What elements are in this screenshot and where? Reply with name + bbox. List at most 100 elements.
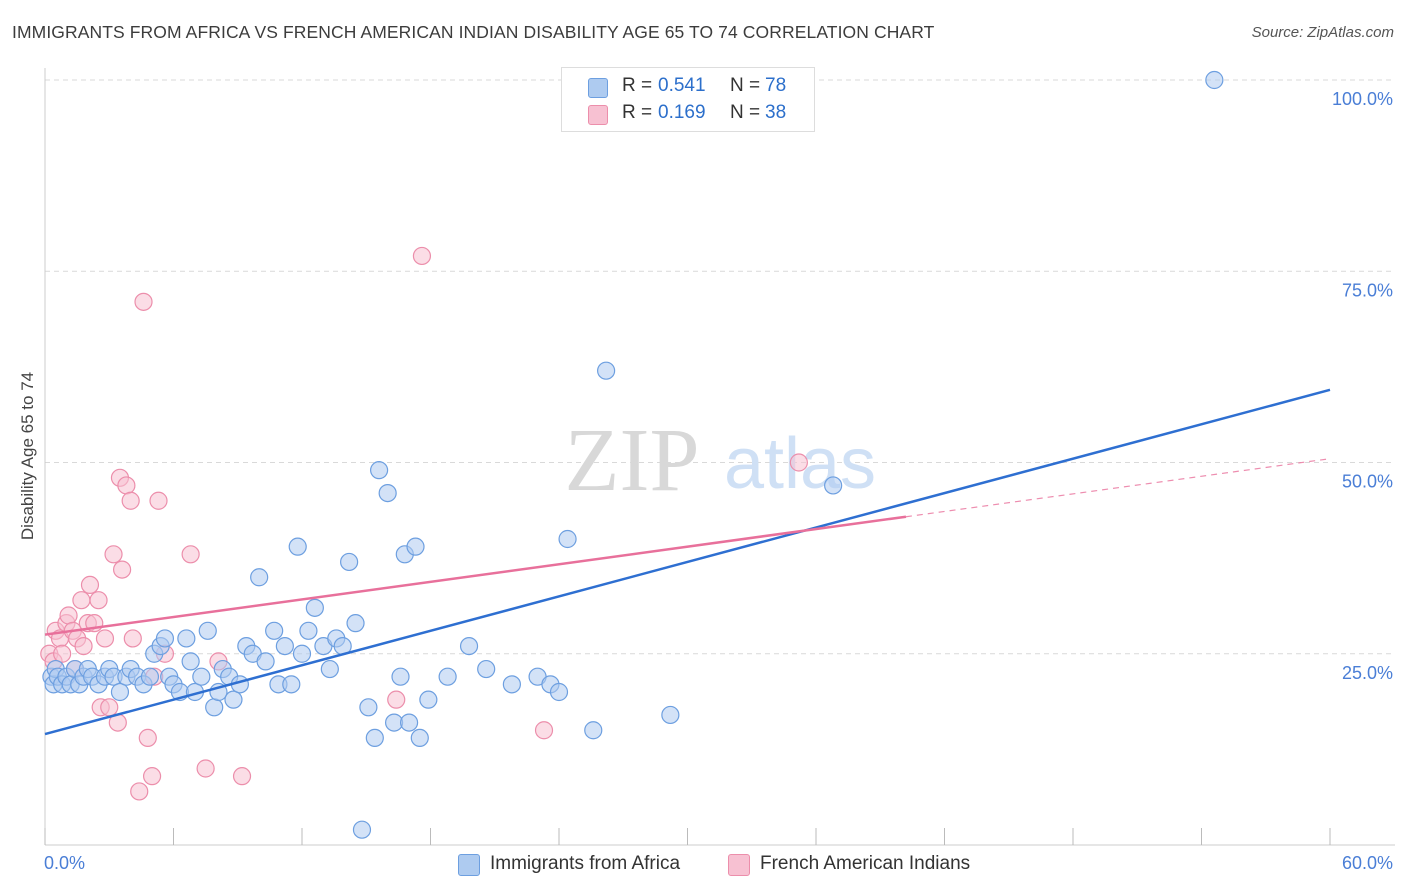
- bottom-legend-label: French American Indians: [760, 853, 971, 874]
- legend-n-value: 78: [765, 75, 787, 96]
- data-point: [104, 545, 123, 564]
- data-point: [198, 621, 217, 640]
- data-point: [477, 659, 496, 679]
- data-point: [250, 568, 269, 587]
- legend-r-label: R =: [622, 75, 653, 96]
- data-point: [110, 682, 130, 702]
- legend-swatch-blue: [588, 78, 608, 98]
- data-point: [282, 675, 301, 694]
- data-point: [502, 675, 521, 694]
- chart-title: IMMIGRANTS FROM AFRICA VS FRENCH AMERICA…: [12, 22, 935, 42]
- data-point: [117, 476, 136, 495]
- data-point: [370, 461, 389, 480]
- data-point: [224, 690, 243, 709]
- tick-labels: 100.0% 75.0% 50.0% 25.0% 0.0% 60.0%: [44, 89, 1393, 873]
- data-point: [558, 529, 577, 549]
- legend: R = 0.541 N = 78 R = 0.169 N = 38: [561, 67, 815, 132]
- data-point: [80, 575, 100, 595]
- y-axis-label: Disability Age 65 to 74: [18, 371, 37, 541]
- data-point: [410, 728, 429, 748]
- data-point: [265, 621, 284, 640]
- bottom-legend-label: Immigrants from Africa: [490, 853, 681, 874]
- series-immigrants-from-africa: [42, 70, 1224, 839]
- data-point: [352, 820, 372, 839]
- data-point: [123, 629, 142, 648]
- data-point: [130, 782, 149, 801]
- legend-n-value: 38: [765, 102, 787, 123]
- bottom-legend-swatch-blue: [458, 854, 480, 876]
- data-point: [359, 698, 378, 717]
- data-point: [534, 721, 554, 740]
- series-french-american-indians: [40, 246, 808, 801]
- data-point: [177, 629, 196, 648]
- data-point: [89, 591, 108, 610]
- legend-swatch-pink: [588, 105, 608, 125]
- trend-lines: [44, 388, 1331, 736]
- data-point: [406, 537, 425, 556]
- watermark: ZIP atlas: [565, 411, 877, 510]
- data-point: [121, 491, 140, 510]
- trend-line-pink: [44, 515, 907, 636]
- data-point: [142, 767, 162, 786]
- legend-r-label: R =: [622, 102, 653, 123]
- data-point: [387, 690, 406, 709]
- data-point: [378, 484, 397, 503]
- data-point: [134, 292, 153, 311]
- data-point: [399, 713, 419, 732]
- data-point: [391, 667, 410, 686]
- data-point: [299, 621, 318, 640]
- data-point: [365, 728, 384, 748]
- data-point: [192, 667, 211, 686]
- data-point: [288, 537, 307, 556]
- data-point: [205, 698, 224, 717]
- bottom-legend-swatch-pink: [728, 854, 750, 876]
- x-tick-label-right: 60.0%: [1342, 853, 1393, 873]
- data-point: [196, 759, 215, 778]
- legend-n-label: N =: [730, 75, 761, 96]
- data-point: [275, 636, 294, 656]
- data-point: [597, 361, 616, 380]
- data-point: [112, 560, 132, 579]
- legend-n-label: N =: [730, 102, 761, 123]
- data-point: [824, 476, 843, 495]
- legend-r-value: 0.169: [658, 102, 706, 123]
- source-label: Source:: [1251, 24, 1304, 41]
- data-point: [74, 636, 93, 656]
- data-point: [292, 644, 312, 663]
- axes: [44, 68, 1395, 846]
- y-tick-label: 25.0%: [1342, 663, 1393, 683]
- data-point: [459, 636, 479, 656]
- data-point: [155, 629, 175, 648]
- data-point: [584, 721, 603, 740]
- data-point: [340, 552, 359, 572]
- y-tick-label: 75.0%: [1342, 280, 1393, 300]
- data-point: [140, 667, 160, 686]
- x-tick-label-left: 0.0%: [44, 853, 85, 873]
- legend-r-value: 0.541: [658, 75, 706, 96]
- data-point: [95, 629, 115, 648]
- gridlines: [45, 79, 1395, 655]
- data-point: [181, 652, 200, 671]
- data-point: [549, 682, 569, 702]
- data-point: [412, 246, 432, 266]
- source-attribution: Source: ZipAtlas.com: [1252, 24, 1394, 41]
- data-point: [419, 690, 438, 709]
- y-tick-label: 50.0%: [1342, 472, 1393, 492]
- data-point: [100, 698, 119, 717]
- data-point: [438, 667, 457, 686]
- data-point: [53, 644, 72, 663]
- trend-line-pink-dashed: [905, 458, 1331, 518]
- data-point: [59, 606, 78, 625]
- watermark-zip: ZIP: [565, 411, 700, 510]
- data-point: [346, 614, 365, 633]
- data-point: [1205, 70, 1224, 90]
- data-point: [181, 545, 200, 564]
- y-tick-label: 100.0%: [1332, 89, 1393, 109]
- data-point: [789, 453, 808, 472]
- data-point: [256, 652, 275, 671]
- trend-line-blue: [44, 388, 1331, 736]
- data-point: [320, 659, 339, 679]
- source-value: ZipAtlas.com: [1307, 24, 1394, 41]
- data-point: [138, 728, 157, 748]
